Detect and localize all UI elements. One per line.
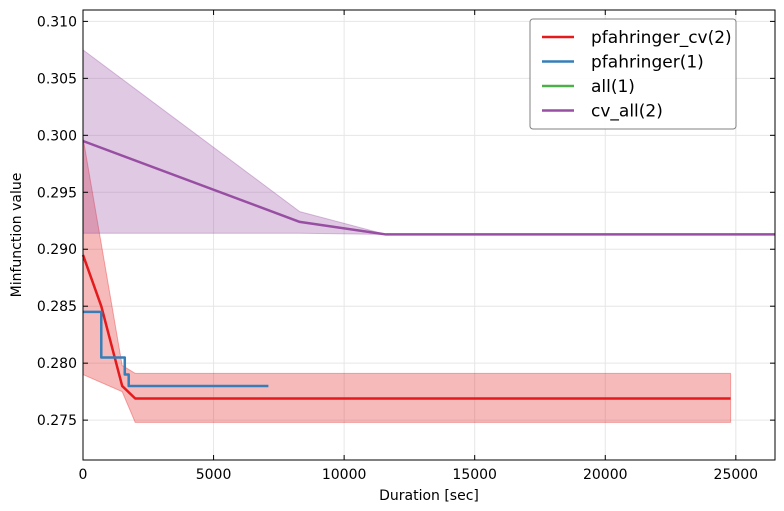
x-tick-label: 5000 (196, 467, 232, 483)
y-tick-label: 0.300 (37, 128, 77, 144)
y-tick-label: 0.310 (37, 14, 77, 30)
legend-box (529, 18, 737, 130)
plot-frame (82, 9, 776, 461)
legend-entry: pfahringer(1) (591, 53, 704, 73)
grid (82, 10, 775, 460)
series-lines (81, 139, 775, 400)
legend-entry: all(1) (591, 77, 635, 97)
y-tick-label: 0.275 (37, 413, 77, 429)
x-axis-label: Duration [sec] (379, 488, 479, 504)
band-pfahringer_cv(2) (82, 137, 732, 423)
line-pfahringer(1) (83, 310, 269, 388)
y-tick-label: 0.295 (37, 185, 77, 201)
y-tick-label: 0.285 (37, 299, 77, 315)
line-cv_all(2) (82, 139, 775, 236)
line-pfahringer_cv(2) (81, 254, 731, 400)
x-tick-label: 10000 (322, 467, 367, 483)
x-tick-label: 20000 (583, 467, 628, 483)
legend: pfahringer_cv(2) pfahringer(1) all(1) cv_al… (529, 18, 737, 130)
y-tick-label: 0.280 (37, 356, 77, 372)
x-tick-label: 25000 (714, 467, 759, 483)
y-tick-label: 0.305 (37, 71, 77, 87)
x-tick-label: 0 (79, 467, 88, 483)
legend-entry: cv_all(2) (591, 102, 663, 122)
axis-ticks: 0 5000 10000 15000 20000 25000 0.275 0.280 0.285… (37, 10, 775, 483)
x-tick-label: 15000 (452, 467, 497, 483)
y-tick-label: 0.290 (37, 242, 77, 258)
legend-entry: pfahringer_cv(2) (591, 28, 732, 48)
y-axis-label: Minfunction value (9, 173, 25, 298)
